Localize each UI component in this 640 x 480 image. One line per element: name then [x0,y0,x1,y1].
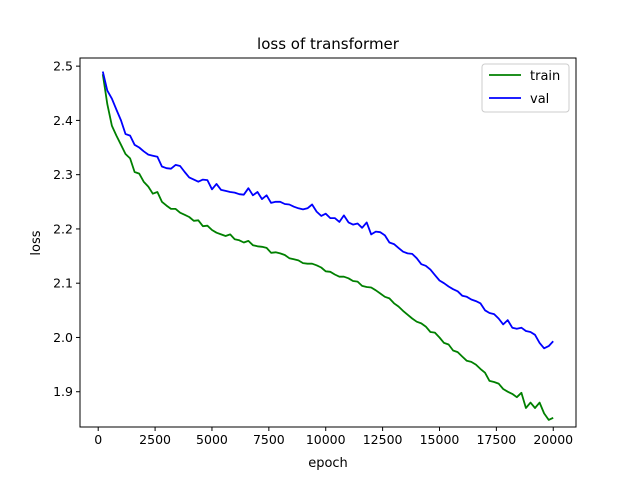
y-tick-label: 2.1 [53,276,73,291]
x-tick-label: 17500 [476,432,516,447]
y-tick-label: 2.5 [53,59,73,74]
x-tick-label: 10000 [306,432,346,447]
legend-box [481,63,570,113]
x-tick-label: 0 [94,432,102,447]
y-tick-label: 2.0 [53,330,73,345]
series-layer [101,71,554,421]
series-line-val [101,71,554,350]
x-tick-label: 20000 [533,432,573,447]
series-line-train [101,74,554,421]
legend: train val [481,63,570,113]
y-axis-label: loss [29,230,44,255]
x-tick-label: 5000 [196,432,228,447]
legend-label-val: val [530,92,549,107]
y-tick-label: 2.4 [53,113,73,128]
x-tick-label: 2500 [139,432,171,447]
ticks-layer: 0 2500 5000 7500 10000 12500 15000 17500 20000 1.… [53,59,573,447]
x-tick-label: 15000 [420,432,460,447]
y-tick-label: 2.2 [53,221,73,236]
y-tick-label: 1.9 [53,384,73,399]
x-axis-label: epoch [308,456,348,471]
x-tick-label: 12500 [363,432,403,447]
legend-label-train: train [530,69,560,84]
y-tick-label: 2.3 [53,167,73,182]
chart-title: loss of transformer [257,35,400,53]
x-tick-label: 7500 [253,432,285,447]
plot-frame [79,57,577,428]
